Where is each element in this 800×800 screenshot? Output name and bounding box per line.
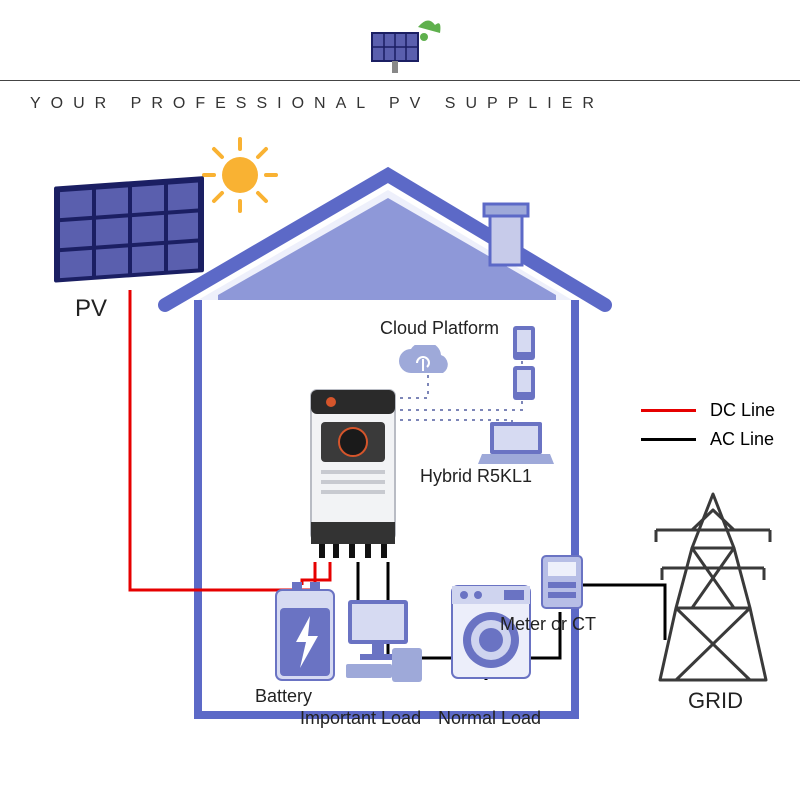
legend-dc-line xyxy=(641,409,696,412)
legend-dc: DC Line xyxy=(641,400,775,421)
important-load-icon xyxy=(342,596,426,686)
cloud-icon xyxy=(395,345,455,385)
legend-dc-label: DC Line xyxy=(710,400,775,421)
grid-tower-icon xyxy=(648,488,778,688)
inverter-icon xyxy=(305,384,405,564)
hybrid-label: Hybrid R5KL1 xyxy=(420,466,532,487)
battery-icon xyxy=(270,582,340,684)
grid-label: GRID xyxy=(688,688,743,714)
battery-label: Battery xyxy=(255,686,312,707)
legend-ac-line xyxy=(641,438,696,441)
meter-icon xyxy=(538,552,586,614)
legend-ac-label: AC Line xyxy=(710,429,774,450)
laptop-icon xyxy=(478,420,556,466)
normal-load-label: Normal Load xyxy=(438,708,541,729)
meter-label: Meter or CT xyxy=(500,614,596,635)
important-load-label: Important Load xyxy=(300,708,421,729)
legend-ac: AC Line xyxy=(641,429,775,450)
diagram-stage: YOUR PROFESSIONAL PV SUPPLIER xyxy=(0,0,800,800)
legend: DC Line AC Line xyxy=(641,400,775,458)
cloud-platform-label: Cloud Platform xyxy=(380,318,499,339)
devices-icon xyxy=(505,326,545,406)
